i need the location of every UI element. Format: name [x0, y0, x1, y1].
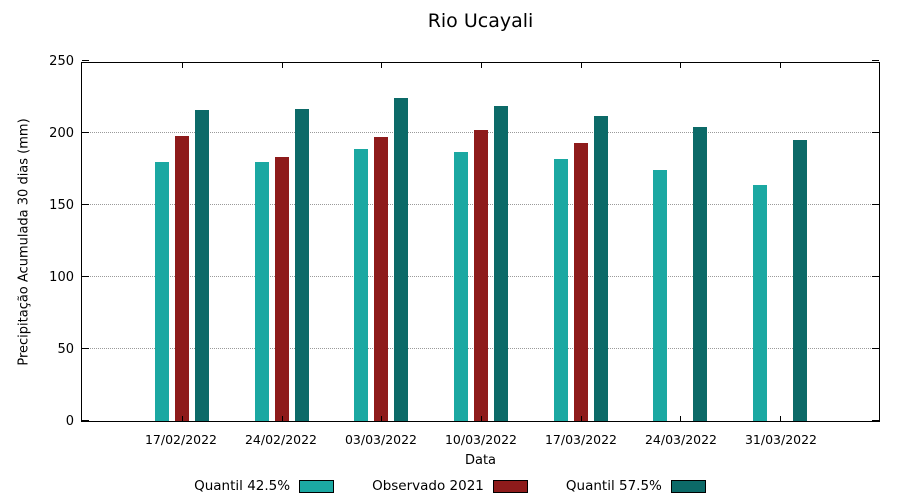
y-tick-mark	[872, 276, 879, 277]
bar	[354, 148, 369, 421]
legend-item: Observado 2021	[372, 478, 528, 494]
y-tick-label: 0	[65, 414, 74, 429]
y-tick-mark	[82, 276, 89, 277]
y-tick-mark	[82, 60, 89, 61]
x-tick-mark	[580, 416, 582, 421]
legend-label: Observado 2021	[372, 478, 484, 494]
legend-label: Quantil 42.5%	[194, 478, 291, 494]
bar	[474, 130, 489, 421]
bar	[154, 161, 169, 421]
legend-item: Quantil 57.5%	[566, 478, 706, 494]
bar	[294, 108, 309, 421]
bar	[553, 158, 568, 421]
x-tick-mark	[481, 416, 483, 421]
bar	[753, 184, 768, 421]
x-axis-tick-labels: 17/02/2022 24/02/2022 03/03/2022 10/03/2022…	[131, 432, 831, 447]
bar-group	[232, 63, 332, 421]
bar	[374, 137, 389, 421]
legend-swatch	[299, 479, 335, 493]
chart-title: Rio Ucayali	[427, 10, 534, 32]
bar-group	[431, 63, 531, 421]
plot-area	[81, 60, 880, 422]
y-tick-mark	[872, 132, 879, 133]
y-tick-label: 250	[49, 54, 74, 69]
y-axis-tick-labels: 0 50 100 150 200 250	[0, 54, 74, 429]
bar	[593, 115, 608, 421]
y-tick-label: 150	[49, 198, 74, 213]
x-tick-mark	[181, 416, 183, 421]
y-tick-mark	[82, 132, 89, 133]
bar-group	[730, 63, 830, 421]
x-tick-mark	[780, 63, 782, 68]
x-tick-mark	[680, 63, 682, 68]
x-tick-mark	[281, 63, 283, 68]
bar	[454, 151, 469, 421]
x-tick-label: 10/03/2022	[444, 432, 518, 447]
y-tick-label: 50	[57, 342, 74, 357]
x-tick-mark	[481, 63, 483, 68]
bar-group	[631, 63, 731, 421]
bar-group	[331, 63, 431, 421]
bar	[394, 98, 409, 421]
x-tick-mark	[580, 63, 582, 68]
bar	[693, 127, 708, 421]
x-tick-label: 24/03/2022	[644, 432, 718, 447]
y-tick-mark	[82, 204, 89, 205]
bar	[573, 143, 588, 421]
x-tick-mark	[181, 63, 183, 68]
bar-group	[132, 63, 232, 421]
y-tick-label: 200	[49, 126, 74, 141]
y-tick-mark	[872, 348, 879, 349]
x-tick-mark	[780, 416, 782, 421]
y-tick-mark	[872, 60, 879, 61]
legend-item: Quantil 42.5%	[194, 478, 335, 494]
legend-label: Quantil 57.5%	[565, 478, 662, 494]
bar	[254, 161, 269, 421]
y-tick-mark	[872, 420, 879, 421]
y-tick-label: 100	[49, 270, 74, 285]
y-tick-mark	[82, 420, 89, 421]
bar-group	[531, 63, 631, 421]
x-tick-mark	[680, 416, 682, 421]
bar	[494, 105, 509, 421]
bar	[653, 170, 668, 421]
bar	[174, 135, 189, 421]
legend-swatch	[492, 479, 528, 493]
y-tick-mark	[872, 204, 879, 205]
x-tick-label: 17/02/2022	[144, 432, 218, 447]
x-tick-mark	[381, 416, 383, 421]
x-tick-mark	[281, 416, 283, 421]
bar-groups	[132, 63, 830, 421]
x-tick-label: 03/03/2022	[344, 432, 418, 447]
y-tick-mark	[82, 348, 89, 349]
x-tick-label: 17/03/2022	[544, 432, 618, 447]
x-tick-label: 24/02/2022	[244, 432, 318, 447]
x-tick-mark	[381, 63, 383, 68]
bar	[274, 157, 289, 421]
bar	[793, 140, 808, 421]
x-tick-label: 31/03/2022	[744, 432, 818, 447]
bar	[194, 109, 209, 421]
legend: Quantil 42.5% Observado 2021 Quantil 57.5%	[0, 478, 900, 494]
x-axis-label: Data	[464, 453, 497, 468]
legend-swatch	[670, 479, 706, 493]
